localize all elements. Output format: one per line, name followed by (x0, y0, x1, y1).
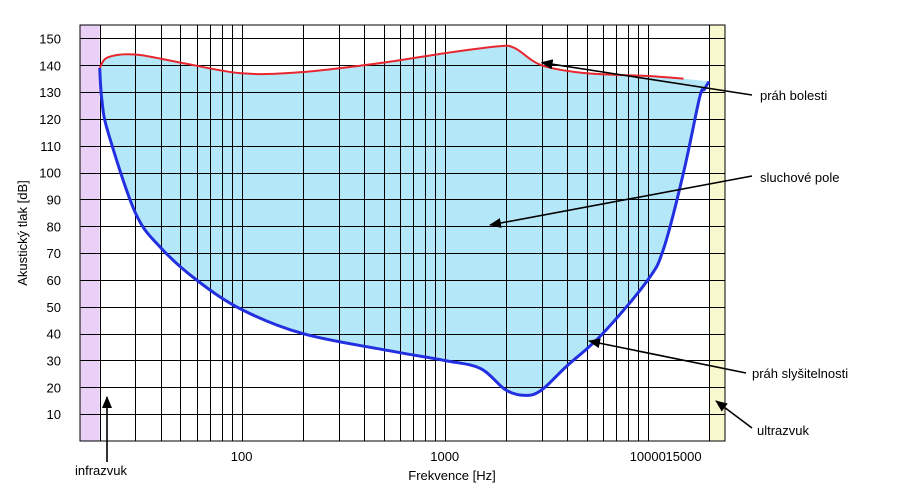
hearing-field-label: sluchové pole (760, 170, 840, 185)
plot-frame (79, 24, 726, 442)
y-axis-label: Akustický tlak [dB] (15, 180, 30, 285)
y-tick-label: 20 (47, 380, 61, 395)
hearing-threshold-curve (98, 67, 711, 397)
y-tick-label: 80 (47, 219, 61, 234)
y-tick-label: 150 (39, 31, 61, 46)
pain-threshold-label: práh bolesti (760, 88, 827, 103)
y-tick-label: 100 (39, 166, 61, 181)
y-tick-label: 110 (40, 139, 61, 154)
y-tick-label: 120 (39, 112, 61, 127)
hearing-field-arrow (489, 175, 753, 228)
infrasound-band (80, 25, 100, 441)
ultrasound-label: ultrazvuk (757, 423, 810, 438)
y-tick-label: 70 (47, 246, 61, 261)
x-tick-label: 100 (231, 449, 253, 464)
y-tick-label: 90 (47, 192, 61, 207)
pain-threshold-arrow (540, 59, 753, 96)
hearing-field-area (99, 45, 709, 396)
y-tick-label: 60 (47, 273, 61, 288)
y-tick-label: 50 (47, 300, 61, 315)
pain-threshold-curve (98, 44, 684, 80)
y-tick-label: 10 (47, 407, 61, 422)
infrasound-label: infrazvuk (75, 463, 128, 478)
hearing-threshold-label: práh slyšitelnosti (752, 366, 848, 381)
hearing-threshold-arrow (588, 338, 747, 374)
y-tick-label: 130 (39, 85, 61, 100)
y-tick-label: 40 (47, 327, 61, 342)
ultrasound-arrow (715, 400, 753, 429)
x-tick-label: 10000 (630, 449, 666, 464)
x-tick-label: 15000 (665, 449, 701, 464)
ultrasound-band (708, 25, 725, 441)
x-tick-label: 1000 (430, 449, 459, 464)
x-axis-label: Frekvence [Hz] (408, 468, 495, 483)
y-tick-label: 140 (39, 58, 61, 73)
y-tick-label: 30 (47, 353, 61, 368)
